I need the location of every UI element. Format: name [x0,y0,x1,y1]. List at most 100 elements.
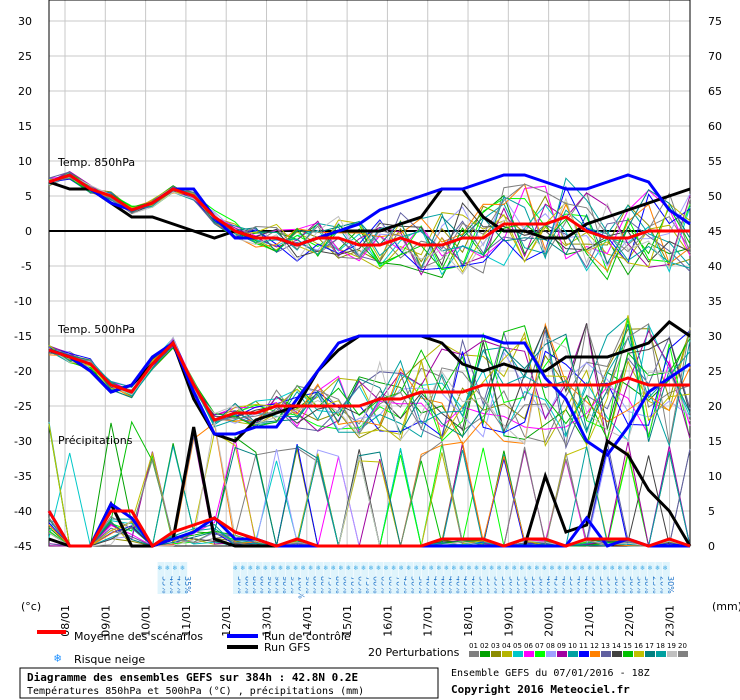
right-tick-label: 5 [708,505,715,518]
snow-risk-value: 25% [651,576,660,594]
left-tick-label: -30 [14,435,32,448]
left-tick-label: -20 [14,365,32,378]
x-tick-label: 22/01 [623,605,636,637]
perturbation-swatches: 01 02 03 04 05 06 07 08 09 10 11 12 13 14 15 16 17 18 19 20 [469,642,688,657]
snowflake-icon: ❄ [414,564,418,572]
left-axis: 30 25 20 15 10 5 0 -5 -10 -15 -20 -25 -30 -35 -40 -45 [14,15,32,553]
snow-risk-value: 20% [658,576,667,594]
perturbation-swatch [579,651,589,657]
snowflake-icon: ❄ [527,564,531,572]
snow-cell [353,562,361,594]
snow-cell [662,562,670,594]
snowflake-icon: ❄ [625,564,629,572]
snowflake-icon: ❄ [346,564,350,572]
legend-snow-label: Risque neige [74,653,145,666]
snow-cell [594,562,602,594]
t850-mean-line [48,173,690,247]
snowflake-icon: ❄ [565,564,569,572]
snowflake-icon: ❄ [308,564,312,572]
panel-label-t500: Temp. 500hPa [57,323,135,336]
snowflake-icon: ❄ [587,564,591,572]
snow-cell [232,562,240,594]
snow-cell [240,562,248,594]
right-tick-label: 30 [708,330,722,343]
snowflake-icon: ❄ [429,564,433,572]
snow-cell [376,562,384,594]
snow-cell [157,562,165,594]
snowflake-icon: ❄ [399,564,403,572]
snow-risk-value: 65% [379,576,388,594]
perturbation-line [48,336,691,434]
snow-cell [459,562,467,594]
perturbation-number: 19 [667,642,676,650]
left-tick-label: -45 [14,540,32,553]
x-tick-label: 18/01 [462,605,475,637]
snowflake-icon: ❄ [437,564,441,572]
perturbation-swatch [513,651,523,657]
snow-cell [610,562,618,594]
perturbation-swatch [480,651,490,657]
snowflake-icon: ❄ [648,564,652,572]
snow-risk-value: 40% [425,576,434,594]
snowflake-icon: ❄ [331,564,335,572]
snow-cell [466,562,474,594]
snow-cell [451,562,459,594]
snow-risk-value: 30% [523,576,532,594]
legend-control-label: Run de contrôle [264,630,351,643]
snow-risk-value: 75% [326,576,335,594]
x-tick-label: 20/01 [543,605,556,637]
snow-risk-value: 30% [636,576,645,594]
x-tick-label: 15/01 [341,605,354,637]
snowflake-icon: ❄ [459,564,463,572]
snow-cell [481,562,489,594]
snow-cell [474,562,482,594]
snow-risk-value: 40% [447,576,456,594]
perturbation-number: 08 [546,642,555,650]
snow-cell [300,562,308,594]
perturbation-swatch [656,651,666,657]
snow-cell [323,562,331,594]
snow-cell [180,562,188,594]
snow-risk-value: 30% [628,576,637,594]
snow-cell [429,562,437,594]
x-tick-label: 08/01 [59,605,72,637]
run-info: Ensemble GEFS du 07/01/2016 - 18Z [451,668,650,679]
snow-cell [489,562,497,594]
snowflake-icon: ❄ [256,564,260,572]
perturbation-number: 03 [491,642,500,650]
snowflake-icon: ❄ [655,564,659,572]
snowflake-icon: ❄ [640,564,644,572]
snowflake-icon: ❄ [180,564,184,572]
snowflake-icon: ❄ [633,564,637,572]
perturbation-swatch [612,651,622,657]
snow-cell [270,562,278,594]
snowflake-icon: ❄ [406,564,410,572]
perturbation-number: 07 [535,642,544,650]
precip-mean-line [47,509,691,549]
snowflake-icon: ❄ [278,564,282,572]
snowflake-icon: ❄ [271,564,275,572]
snow-cell [331,562,339,594]
snowflake-icon: ❄ [512,564,516,572]
snow-cell [534,562,542,594]
snow-risk-value: 60% [342,576,351,594]
snowflake-icon: ❄ [263,564,267,572]
snow-cell [413,562,421,594]
snowflake-icon: ❄ [369,564,373,572]
perturbation-number: 20 [678,642,687,650]
snow-risk-value: 35% [598,576,607,594]
x-tick-label: 16/01 [381,605,394,637]
perturbation-swatch [601,651,611,657]
snow-risk-value: 35% [606,576,615,594]
snowflake-icon: ❄ [482,564,486,572]
perturbation-number: 01 [469,642,478,650]
snowflake-icon: ❄ [301,564,305,572]
snow-risk-value: 95% [289,576,298,594]
perturbation-line [48,175,691,270]
left-tick-label: 0 [25,225,32,238]
snow-cell [315,562,323,594]
perturbation-number: 10 [568,642,577,650]
snow-cell [512,562,520,594]
snow-cell [564,562,572,594]
x-tick-label: 10/01 [140,605,153,637]
